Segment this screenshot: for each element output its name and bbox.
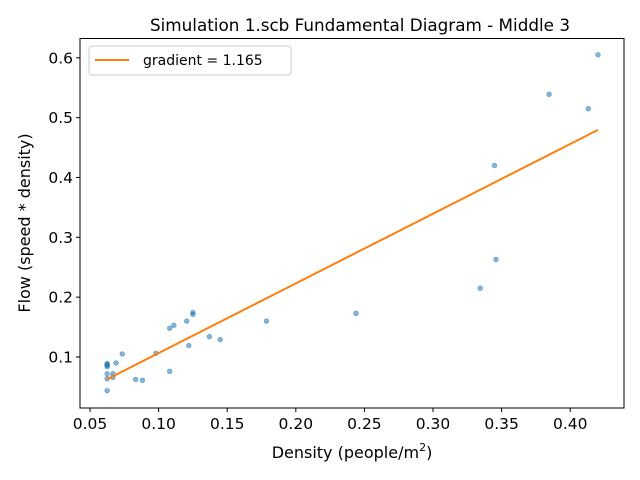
data-point xyxy=(595,52,601,58)
data-point xyxy=(104,360,110,367)
data-point xyxy=(171,322,177,328)
y-tick-label: 0.4 xyxy=(48,169,73,187)
y-axis-label: Flow (speed * density) xyxy=(15,133,34,312)
data-point xyxy=(190,309,196,316)
x-axis-label-main: Density (people/m xyxy=(272,443,419,462)
data-point xyxy=(184,318,190,324)
data-point xyxy=(167,325,173,331)
fit-line xyxy=(106,129,599,381)
y-tick-label: 0.1 xyxy=(48,348,73,366)
data-point xyxy=(585,105,592,112)
legend-label: gradient = 1.165 xyxy=(143,53,263,69)
y-axis-ticks: 0.1 0.2 0.3 0.4 0.5 0.6 xyxy=(48,49,80,366)
chart-title: Simulation 1.scb Fundamental Diagram - M… xyxy=(150,15,570,35)
data-point xyxy=(119,351,125,357)
data-point xyxy=(104,371,110,377)
data-point xyxy=(113,360,119,366)
x-axis-label-end: ) xyxy=(426,443,432,462)
x-axis-label: Density (people/m2) xyxy=(272,441,433,462)
y-tick-label: 0.6 xyxy=(48,49,73,67)
x-tick-label: 0.05 xyxy=(73,415,108,433)
data-point xyxy=(491,162,498,169)
data-point xyxy=(139,377,146,383)
axes-frame xyxy=(79,38,625,409)
data-point xyxy=(186,342,192,349)
y-tick-label: 0.3 xyxy=(48,229,73,247)
legend-box xyxy=(88,45,292,76)
data-point xyxy=(217,336,223,343)
x-axis-label-sup: 2 xyxy=(419,441,426,454)
data-point xyxy=(546,91,552,98)
data-point xyxy=(104,387,110,394)
x-tick-label: 0.15 xyxy=(210,415,245,433)
data-point xyxy=(167,368,173,375)
x-axis-ticks: 0.05 0.10 0.15 0.20 0.25 0.30 0.35 0.40 xyxy=(73,408,588,433)
x-tick-label: 0.35 xyxy=(484,415,519,433)
data-point xyxy=(263,318,270,324)
data-point xyxy=(206,333,213,340)
x-tick-label: 0.40 xyxy=(553,415,588,433)
y-tick-label: 0.5 xyxy=(48,109,73,127)
data-point xyxy=(133,376,139,383)
x-tick-label: 0.10 xyxy=(141,415,176,433)
data-point xyxy=(353,310,359,316)
y-tick-label: 0.2 xyxy=(48,289,73,307)
x-tick-label: 0.20 xyxy=(279,415,314,433)
data-point xyxy=(493,256,499,263)
x-tick-label: 0.25 xyxy=(347,415,382,433)
x-tick-label: 0.30 xyxy=(416,415,451,433)
data-point xyxy=(477,285,483,291)
legend: gradient = 1.165 xyxy=(88,45,292,76)
plot-area xyxy=(104,52,601,394)
